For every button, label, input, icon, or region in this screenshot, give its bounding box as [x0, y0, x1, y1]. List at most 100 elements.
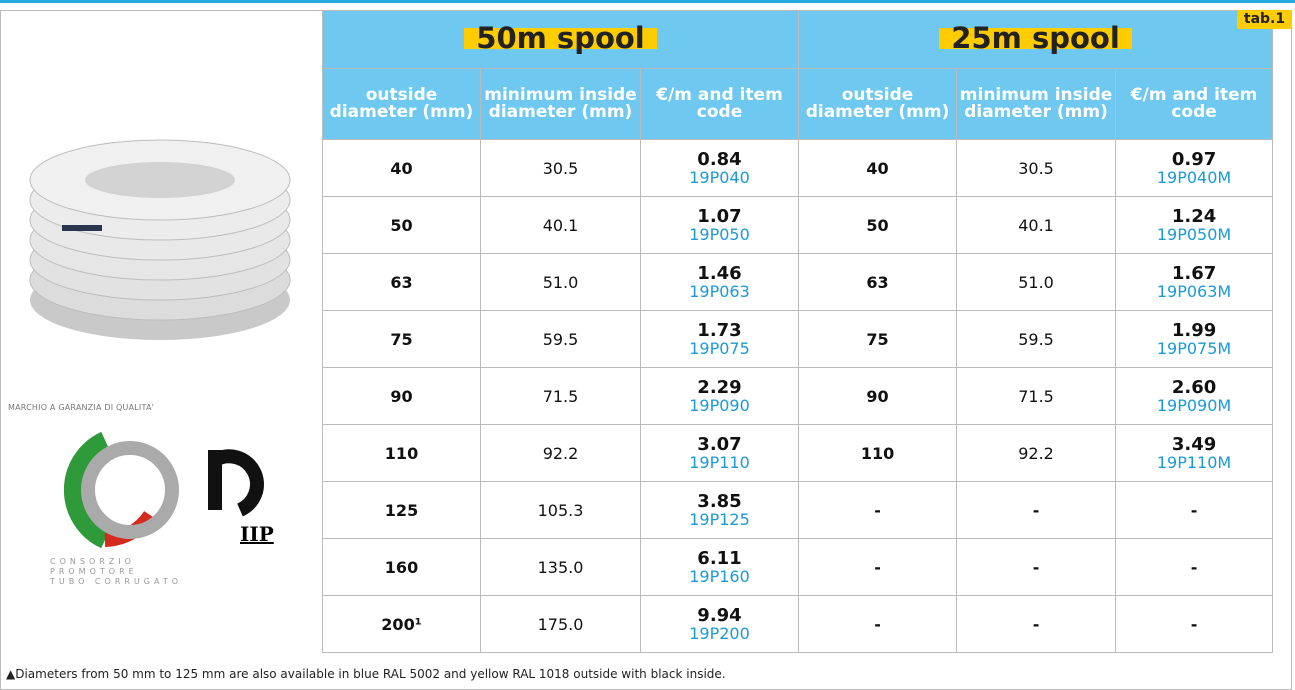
column-header: outside diameter (mm)	[323, 69, 481, 140]
item-code: 19P050M	[1116, 226, 1272, 244]
table-cell: 75	[799, 311, 957, 368]
table-cell: 40	[323, 140, 481, 197]
table-cell: 40.1	[481, 197, 641, 254]
consortium-line: CONSORZIO	[50, 557, 190, 567]
price-table: 50m spool 25m spool outside diameter (mm…	[322, 10, 1273, 653]
table-cell: 105.3	[481, 482, 641, 539]
footnote: ▲Diameters from 50 mm to 125 mm are also…	[6, 667, 726, 681]
consortium-line: TUBO CORRUGATO	[50, 577, 190, 587]
table-cell: 110	[323, 425, 481, 482]
table-cell: -	[1116, 539, 1273, 596]
table-cell: 59.5	[957, 311, 1116, 368]
table-cell: 90	[323, 368, 481, 425]
table-cell: -	[957, 596, 1116, 653]
item-code: 19P125	[641, 511, 798, 529]
item-code: 19P050	[641, 226, 798, 244]
footnote-text: Diameters from 50 mm to 125 mm are also …	[15, 667, 725, 681]
table-cell: 160	[323, 539, 481, 596]
price: 1.67	[1116, 264, 1272, 283]
spool-image	[30, 140, 290, 340]
table-cell: 51.0	[957, 254, 1116, 311]
price: 1.24	[1116, 207, 1272, 226]
price: 3.49	[1116, 435, 1272, 454]
table-cell: -	[799, 539, 957, 596]
price: 3.07	[641, 435, 798, 454]
table-cell: 92.2	[957, 425, 1116, 482]
column-header-row: outside diameter (mm) minimum inside diam…	[323, 69, 1273, 140]
table-tag: tab.1	[1237, 10, 1292, 29]
item-code: 19P063M	[1116, 283, 1272, 301]
table-cell: 51.0	[481, 254, 641, 311]
table-cell: -	[799, 596, 957, 653]
item-code: 19P075	[641, 340, 798, 358]
table-cell: -	[957, 539, 1116, 596]
table-cell: 63	[799, 254, 957, 311]
price: 3.85	[641, 492, 798, 511]
table-cell: 200¹	[323, 596, 481, 653]
price: 1.07	[641, 207, 798, 226]
table-cell: 90	[799, 368, 957, 425]
table-cell: 92.2	[481, 425, 641, 482]
group-header-row: 50m spool 25m spool	[323, 11, 1273, 69]
table-cell: 71.5	[957, 368, 1116, 425]
item-code: 19P040	[641, 169, 798, 187]
item-code: 19P090	[641, 397, 798, 415]
column-header: minimum inside diameter (mm)	[957, 69, 1116, 140]
price: 0.97	[1116, 150, 1272, 169]
group-header: 25m spool	[799, 11, 1273, 69]
item-code: 19P040M	[1116, 169, 1272, 187]
item-code: 19P160	[641, 568, 798, 586]
table-cell: -	[957, 482, 1116, 539]
group-header: 50m spool	[323, 11, 799, 69]
price: 2.29	[641, 378, 798, 397]
item-code: 19P200	[641, 625, 798, 643]
table-cell: -	[1116, 596, 1273, 653]
group-label: 50m spool	[464, 28, 656, 49]
price-cell: 1.7319P075	[641, 311, 799, 368]
price-cell: 0.8419P040	[641, 140, 799, 197]
price: 9.94	[641, 606, 798, 625]
column-header: €/m and item code	[1116, 69, 1273, 140]
table-cell: 71.5	[481, 368, 641, 425]
table-cell: 50	[323, 197, 481, 254]
group-label: 25m spool	[939, 28, 1131, 49]
table-cell: 40.1	[957, 197, 1116, 254]
table-cell: 63	[323, 254, 481, 311]
item-code: 19P110	[641, 454, 798, 472]
side-panel: MARCHIO A GARANZIA DI QUALITA' CONSORZIO…	[0, 10, 322, 662]
price: 1.99	[1116, 321, 1272, 340]
top-bar	[0, 0, 1295, 3]
table-cell: 75	[323, 311, 481, 368]
item-code: 19P063	[641, 283, 798, 301]
price: 6.11	[641, 549, 798, 568]
item-code: 19P110M	[1116, 454, 1272, 472]
item-code: 19P075M	[1116, 340, 1272, 358]
table-cell: 40	[799, 140, 957, 197]
consortium-line: PROMOTORE	[50, 567, 190, 577]
item-code: 19P090M	[1116, 397, 1272, 415]
quality-mark-text: MARCHIO A GARANZIA DI QUALITA'	[8, 403, 154, 412]
table-cell: -	[1116, 482, 1273, 539]
table-cell: 30.5	[957, 140, 1116, 197]
price: 1.46	[641, 264, 798, 283]
table-row: 125105.33.8519P125---	[323, 482, 1273, 539]
table-cell: -	[799, 482, 957, 539]
price: 2.60	[1116, 378, 1272, 397]
